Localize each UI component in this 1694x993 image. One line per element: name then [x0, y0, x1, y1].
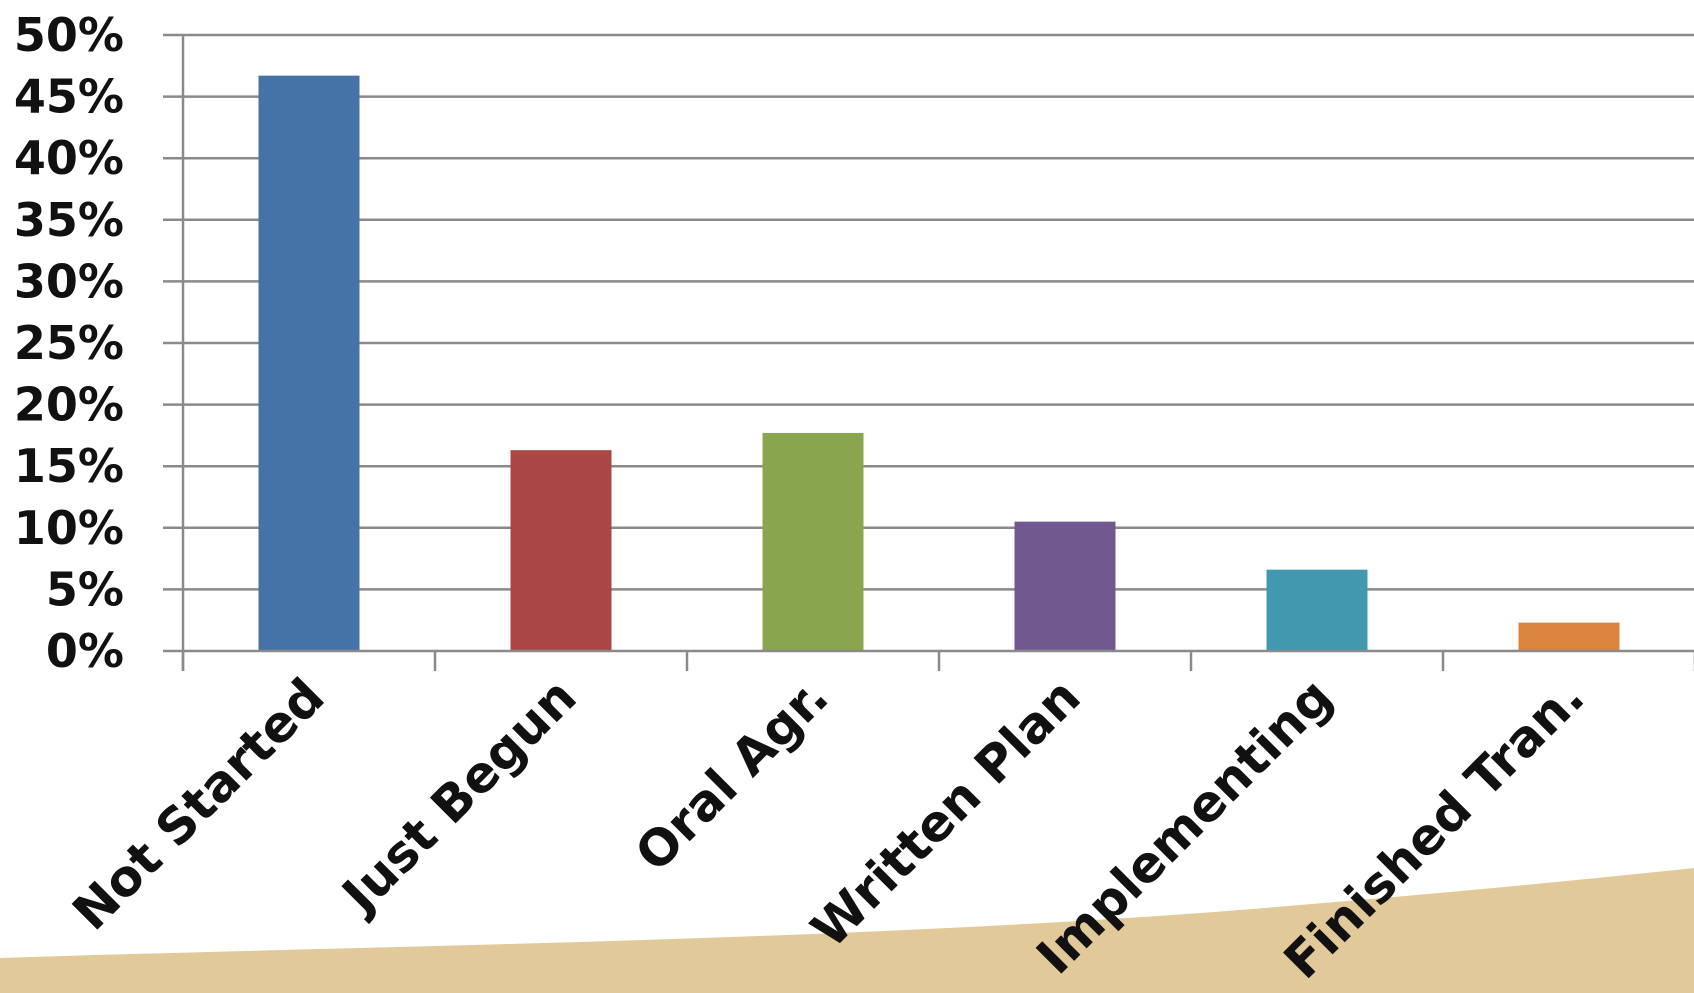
y-tick-label: 20%: [14, 378, 124, 432]
axes: [163, 35, 1694, 671]
x-tick-label: Written Plan: [800, 667, 1091, 958]
background-wave: [0, 868, 1694, 993]
x-tick-label: Just Begun: [329, 667, 587, 925]
y-tick-label: 25%: [14, 316, 124, 370]
bars: [258, 75, 1620, 651]
y-tick-label: 50%: [14, 8, 124, 62]
y-tick-label: 10%: [14, 501, 124, 555]
y-tick-label: 5%: [46, 562, 124, 616]
y-tick-label: 15%: [14, 439, 124, 493]
y-tick-labels: 0% 5% 10% 15% 20% 25% 30% 35% 40% 45% 50%: [14, 8, 124, 678]
gridlines: [163, 33, 1694, 591]
bar-written-plan: [1014, 521, 1116, 651]
y-tick-label: 40%: [14, 131, 124, 185]
x-tick-label: Oral Agr.: [624, 667, 839, 882]
y-tick-label: 45%: [14, 70, 124, 124]
y-tick-label: 35%: [14, 193, 124, 247]
x-tick-label: Not Started: [62, 667, 336, 941]
bar-oral-agr: [762, 432, 864, 651]
y-tick-label: 0%: [46, 624, 124, 678]
y-tick-label: 30%: [14, 254, 124, 308]
bar-finished-tran: [1518, 622, 1620, 651]
bar-implementing: [1266, 569, 1368, 651]
bar-just-begun: [510, 450, 612, 651]
bar-not-started: [258, 75, 360, 651]
